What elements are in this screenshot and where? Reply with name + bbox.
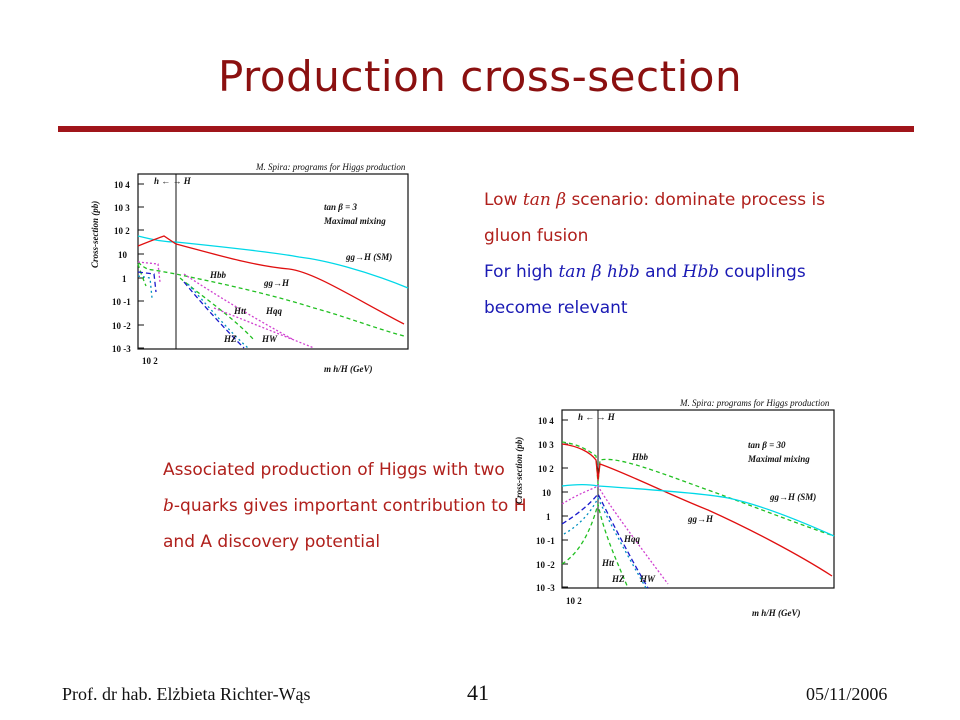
- y-tick: 10 -2: [536, 560, 555, 570]
- curve-label: gg→H: [263, 278, 290, 288]
- y-tick: 10: [542, 488, 552, 498]
- text-line: Associated production of Higgs with two: [163, 460, 505, 480]
- cross-section-plot-low-tanb: M. Spira: programs for Higgs production …: [84, 158, 424, 380]
- mixing-label: Maximal mixing: [323, 216, 386, 226]
- y-tick: 10 3: [114, 203, 130, 213]
- footer-date: 05/11/2006: [806, 684, 888, 704]
- curve-label: gg→H (SM): [769, 492, 816, 502]
- y-tick: 1: [122, 274, 127, 284]
- x-axis-label: m h/H (GeV): [324, 364, 373, 374]
- text-fragment: and: [639, 262, 683, 282]
- y-tick: 10: [118, 250, 128, 260]
- region-labels: h ← → H: [154, 176, 192, 186]
- title-underline: [58, 126, 914, 132]
- text-line: gluon fusion: [484, 226, 589, 246]
- region-labels: h ← → H: [578, 412, 616, 422]
- scenario-label: tan β = 3: [324, 202, 357, 212]
- y-axis-label: Cross-section (pb): [90, 201, 100, 268]
- text-fragment: scenario: dominate process is: [566, 190, 826, 210]
- y-tick: 10 4: [114, 180, 130, 190]
- associated-production-text: Associated production of Higgs with two …: [163, 452, 526, 560]
- cross-section-plot-high-tanb: M. Spira: programs for Higgs production …: [508, 394, 848, 626]
- text-line: become relevant: [484, 298, 628, 318]
- x-axis-label: m h/H (GeV): [752, 608, 801, 618]
- low-tanb-text: Low tan β scenario: dominate process is …: [484, 182, 825, 326]
- curve-label: Hbb: [631, 452, 649, 462]
- slide-title: Production cross-section: [217, 52, 743, 101]
- math-tanb: tan β: [522, 190, 567, 210]
- y-tick: 10 3: [538, 440, 554, 450]
- scenario-label: tan β = 30: [748, 440, 786, 450]
- curve-label: HW: [261, 334, 278, 344]
- text-line: and A discovery potential: [163, 532, 381, 552]
- text-fragment: -quarks gives important contribution to …: [173, 496, 527, 516]
- curve-label: Hbb: [209, 270, 227, 280]
- curve-label: Htt: [233, 306, 247, 316]
- y-tick: 10 -1: [536, 536, 555, 546]
- curve-label: HW: [639, 574, 656, 584]
- footer-author: Prof. dr hab. Elżbieta Richter-Wąs: [62, 684, 311, 704]
- math-hbb: hbb: [607, 262, 640, 282]
- curve-label: Htt: [601, 558, 615, 568]
- x-tick: 10 2: [566, 596, 582, 606]
- y-tick: 1: [546, 512, 551, 522]
- y-tick: 10 -3: [536, 583, 555, 593]
- y-tick: 10 2: [538, 464, 554, 474]
- y-tick: 10 -3: [112, 344, 131, 354]
- x-tick: 10 2: [142, 356, 158, 366]
- y-axis-label: Cross-section (pb): [514, 437, 524, 504]
- curve-label: Hqq: [265, 306, 283, 316]
- math-b: b: [163, 496, 174, 516]
- curve-label: HZ: [223, 334, 237, 344]
- plot-header: M. Spira: programs for Higgs production: [679, 398, 830, 408]
- mixing-label: Maximal mixing: [747, 454, 810, 464]
- text-fragment: Low: [484, 190, 523, 210]
- curve-label: HZ: [611, 574, 625, 584]
- text-fragment: For high: [484, 262, 559, 282]
- footer-page-number: 41: [467, 680, 489, 705]
- curve-label: Hqq: [623, 534, 641, 544]
- text-fragment: couplings: [719, 262, 806, 282]
- y-tick: 10 -2: [112, 321, 131, 331]
- y-tick: 10 4: [538, 416, 554, 426]
- curve-label: gg→H (SM): [345, 252, 392, 262]
- math-Hbb: Hbb: [682, 262, 720, 282]
- math-tanb: tan β: [558, 262, 602, 282]
- y-tick: 10 2: [114, 226, 130, 236]
- curve-label: gg→H: [687, 514, 714, 524]
- plot-header: M. Spira: programs for Higgs production: [255, 162, 406, 172]
- y-tick: 10 -1: [112, 297, 131, 307]
